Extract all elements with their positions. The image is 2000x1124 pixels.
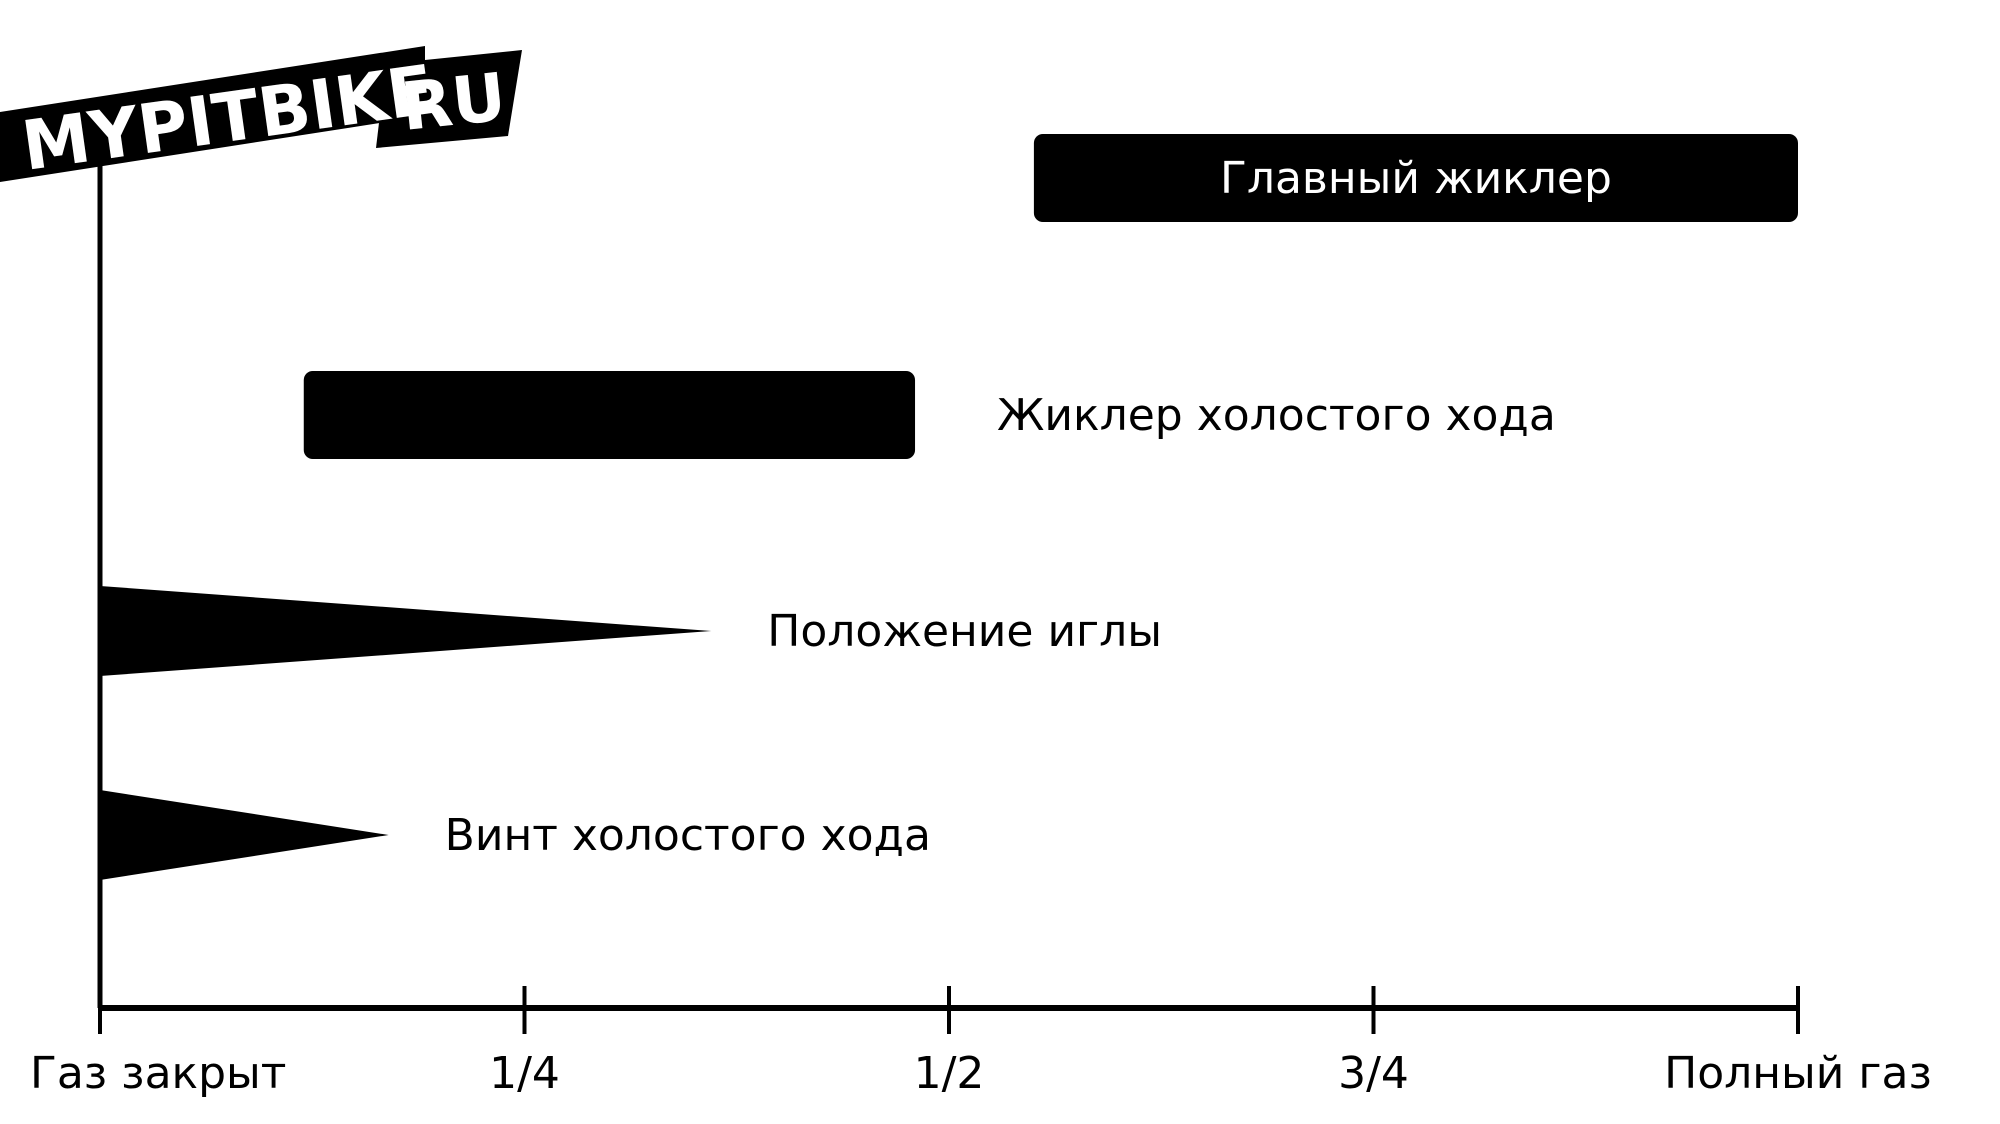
- series-label: Положение иглы: [767, 606, 1162, 657]
- series-label: Жиклер холостого хода: [997, 390, 1556, 441]
- x-tick-label: 1/4: [489, 1048, 560, 1099]
- logo-banner-suffix: [376, 50, 522, 148]
- logo-banner-main: [0, 46, 425, 182]
- x-tick-label: Полный газ: [1664, 1048, 1932, 1099]
- series-label: Главный жиклер: [1220, 153, 1612, 204]
- range-wedge: [100, 586, 712, 676]
- series-label: Винт холостого хода: [445, 810, 931, 861]
- x-tick-label: 1/2: [914, 1048, 985, 1099]
- x-tick-label: Газ закрыт: [30, 1048, 286, 1099]
- mypitbike-logo: MYPITBIKE RU: [0, 46, 522, 187]
- logo-suffix-text: RU: [398, 58, 510, 145]
- range-wedge: [100, 790, 389, 880]
- range-bar: [303, 371, 916, 459]
- x-tick-label: 3/4: [1338, 1048, 1409, 1099]
- range-bar: [1033, 134, 1798, 222]
- logo-main-text: MYPITBIKE: [17, 51, 439, 187]
